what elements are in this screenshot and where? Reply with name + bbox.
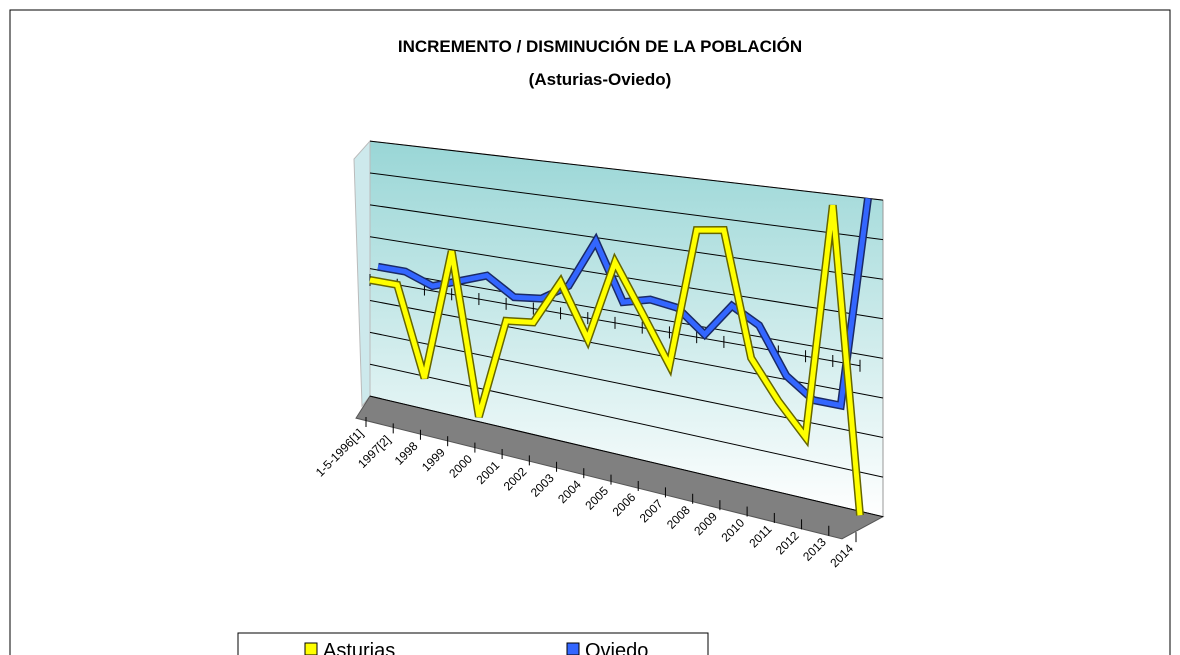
legend-swatch	[566, 642, 580, 655]
legend-swatch	[304, 642, 318, 655]
grid-line	[369, 395, 884, 518]
grid-line	[369, 204, 884, 280]
chart-subtitle: (Asturias-Oviedo)	[529, 70, 672, 89]
legend-label: Asturias	[323, 640, 395, 655]
side-wall	[353, 139, 371, 408]
grid-line	[369, 140, 884, 201]
legend	[237, 632, 709, 655]
chart-title: INCREMENTO / DISMINUCIÓN DE LA POBLACIÓN	[398, 37, 802, 56]
grid-line	[369, 172, 884, 241]
plot-area: 1-5-1996[1]1997[2]1998199920002001200220…	[313, 139, 885, 570]
legend-label: Oviedo	[585, 640, 648, 655]
series-line	[369, 204, 863, 516]
grid-line	[369, 363, 884, 478]
